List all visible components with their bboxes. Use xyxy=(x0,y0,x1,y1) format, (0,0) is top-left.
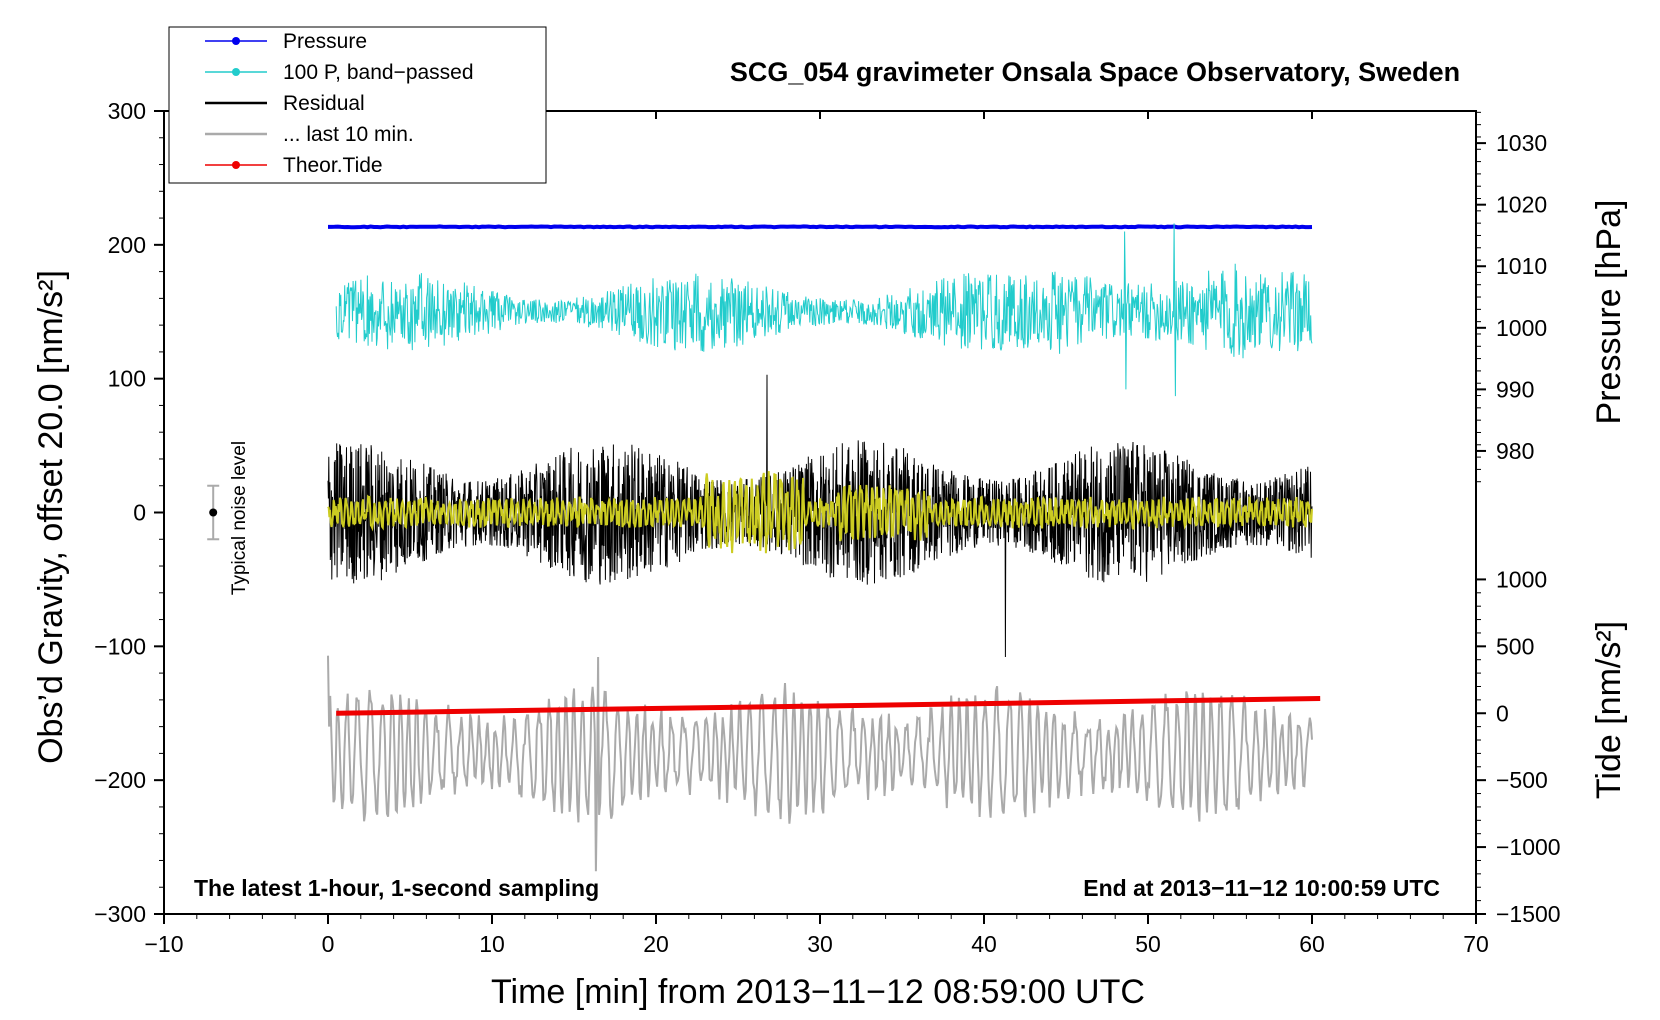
y-tick-label: −200 xyxy=(94,767,146,793)
series-layer xyxy=(327,223,1321,872)
pressure-tick-label: 980 xyxy=(1496,438,1534,464)
noise-bar-center xyxy=(209,508,218,517)
legend-marker xyxy=(232,68,240,76)
chart-title: SCG_054 gravimeter Onsala Space Observat… xyxy=(730,57,1460,87)
x-tick-label: −10 xyxy=(144,931,183,957)
x-tick-label: 10 xyxy=(479,931,505,957)
x-axis-label: Time [min] from 2013−11−12 08:59:00 UTC xyxy=(491,973,1145,1011)
x-tick-label: 20 xyxy=(643,931,669,957)
x-tick-label: 70 xyxy=(1463,931,1489,957)
annotation-bottom-left: The latest 1-hour, 1-second sampling xyxy=(194,875,599,901)
series-pressure xyxy=(328,224,1313,230)
annotation-bottom-right: End at 2013−11−12 10:00:59 UTC xyxy=(1083,875,1440,901)
pressure-tick-label: 1030 xyxy=(1496,130,1547,156)
y-tick-label: 100 xyxy=(108,366,146,392)
noise-level-label: Typical noise level xyxy=(229,441,250,595)
legend-label: Theor.Tide xyxy=(283,154,383,177)
tide-tick-label: −1500 xyxy=(1496,901,1561,927)
legend-marker xyxy=(232,161,240,169)
tide-tick-label: −500 xyxy=(1496,767,1548,793)
axes-layer: −10 0 10 20 30 40 50 60 703002001000−100−200−300… xyxy=(94,98,1560,957)
tide-tick-label: 500 xyxy=(1496,633,1534,659)
y-axis-label-left: Obs’d Gravity, offset 20.0 [nm/s²] xyxy=(32,270,70,764)
y-tick-label: 0 xyxy=(133,500,146,526)
pressure-tick-label: 1020 xyxy=(1496,192,1547,218)
legend-label: 100 P, band−passed xyxy=(283,61,474,84)
tide-tick-label: −1000 xyxy=(1496,834,1561,860)
legend-label: Pressure xyxy=(283,30,367,53)
y-axis-label-tide: Tide [nm/s²] xyxy=(1590,621,1628,799)
legend: Pressure 100 P, band−passed Residual ... la… xyxy=(168,26,547,184)
series-theor-tide xyxy=(336,696,1321,716)
tide-tick-label: 1000 xyxy=(1496,566,1547,592)
pressure-tick-label: 1010 xyxy=(1496,253,1547,279)
series-last-10-min xyxy=(327,655,1313,872)
y-tick-label: 300 xyxy=(108,98,146,124)
x-tick-label: 0 xyxy=(322,931,335,957)
pressure-tick-label: 1000 xyxy=(1496,315,1547,341)
x-tick-label: 40 xyxy=(971,931,997,957)
legend-label: Residual xyxy=(283,92,365,115)
legend-label: ... last 10 min. xyxy=(283,123,414,146)
x-tick-label: 50 xyxy=(1135,931,1161,957)
y-axis-label-pressure: Pressure [hPa] xyxy=(1590,200,1628,425)
series-residual xyxy=(327,374,1313,658)
y-tick-label: −300 xyxy=(94,901,146,927)
y-tick-label: −100 xyxy=(94,633,146,659)
y-tick-label: 200 xyxy=(108,232,146,258)
legend-marker xyxy=(232,37,240,45)
x-tick-label: 30 xyxy=(807,931,833,957)
series-band-passed xyxy=(335,223,1313,397)
x-tick-label: 60 xyxy=(1299,931,1325,957)
tide-tick-label: 0 xyxy=(1496,700,1509,726)
pressure-tick-label: 990 xyxy=(1496,376,1534,402)
series-residual-smoothed xyxy=(327,471,1313,554)
